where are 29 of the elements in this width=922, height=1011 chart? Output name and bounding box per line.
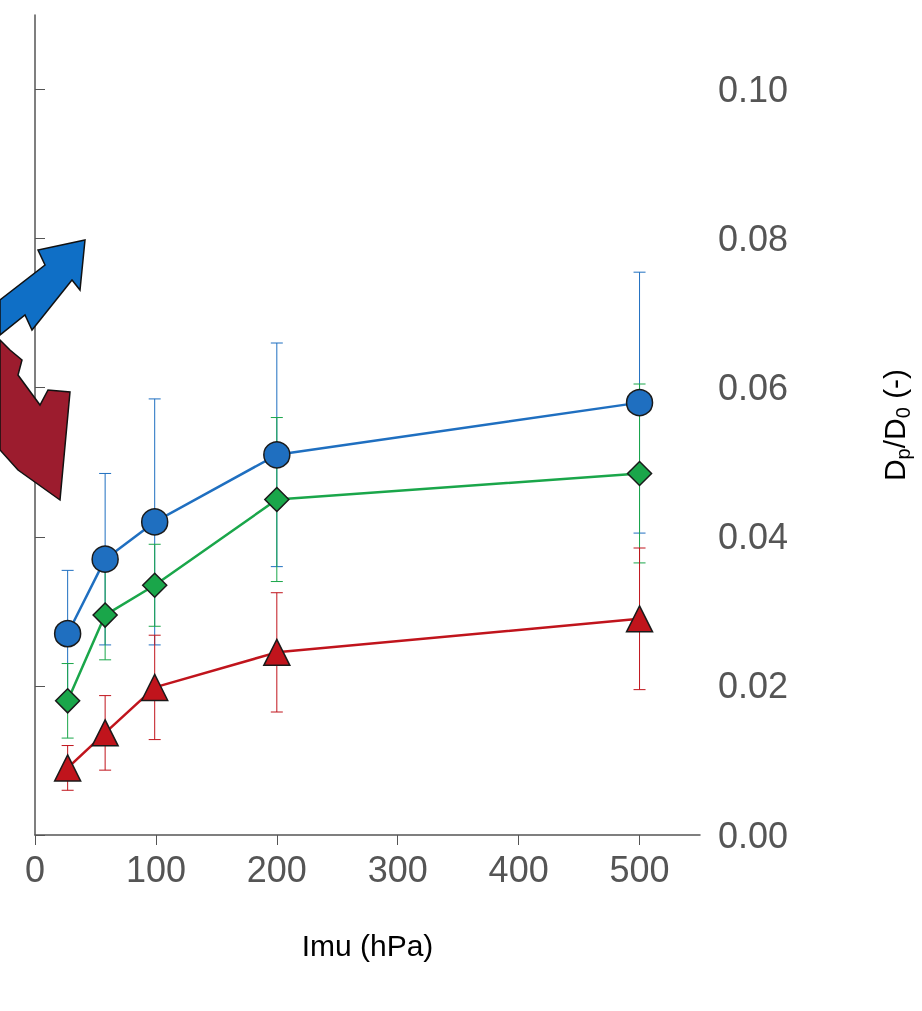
- y-tick-label: 0.06: [718, 367, 789, 409]
- x-tick-label: 100: [125, 848, 186, 890]
- x-tick-label: 300: [367, 848, 428, 890]
- x-tick-label: 0: [24, 848, 46, 890]
- y-axis-title: Dp/D0 (-): [877, 368, 914, 482]
- point: [91, 545, 119, 573]
- point: [263, 638, 291, 667]
- point: [91, 719, 119, 747]
- point: [140, 673, 169, 702]
- point: [53, 754, 82, 782]
- point: [263, 441, 291, 469]
- y-tick-label: 0.08: [718, 218, 789, 260]
- point: [626, 460, 653, 487]
- x-axis-title: Imu (hPa): [301, 928, 434, 962]
- point: [141, 572, 168, 599]
- point: [625, 388, 654, 417]
- y-tick-label: 0.10: [718, 69, 789, 111]
- point: [92, 602, 118, 628]
- x-tick-label: 200: [246, 848, 307, 890]
- point: [264, 486, 290, 513]
- point: [54, 688, 81, 714]
- point: [53, 619, 82, 648]
- point: [140, 508, 169, 536]
- y-tick-label: 0.04: [718, 516, 789, 558]
- x-tick-label: 400: [488, 848, 549, 890]
- point: [625, 605, 654, 633]
- x-tick-label: 500: [609, 848, 670, 890]
- y-tick-label: 0.00: [718, 814, 789, 856]
- y-tick-label: 0.02: [718, 665, 789, 707]
